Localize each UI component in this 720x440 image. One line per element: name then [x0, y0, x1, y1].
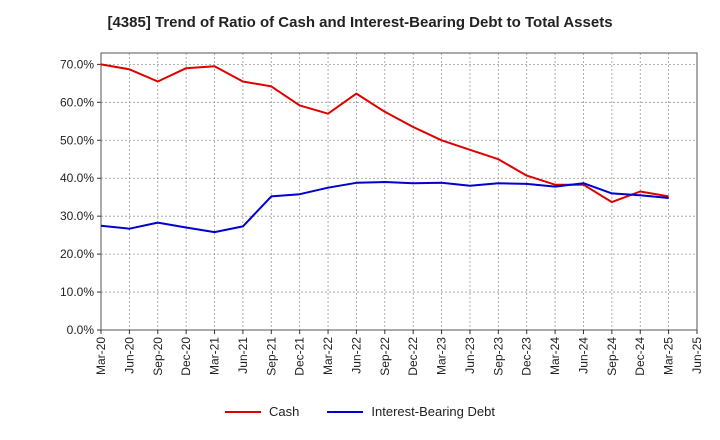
- y-tick-label: 40.0%: [60, 171, 94, 185]
- legend: Cash Interest-Bearing Debt: [0, 404, 720, 419]
- y-tick-label: 10.0%: [60, 285, 94, 299]
- x-tick-label: Mar-24: [548, 337, 562, 375]
- y-tick-label: 20.0%: [60, 247, 94, 261]
- x-tick-label: Jun-24: [576, 337, 590, 374]
- legend-label-cash: Cash: [269, 404, 300, 419]
- legend-item-cash: Cash: [225, 404, 299, 419]
- legend-swatch-cash: [225, 410, 262, 413]
- legend-label-debt: Interest-Bearing Debt: [371, 404, 495, 419]
- x-tick-label: Jun-22: [349, 337, 363, 374]
- x-tick-label: Sep-23: [491, 337, 505, 376]
- y-tick-label: 70.0%: [60, 57, 94, 71]
- chart-title: [4385] Trend of Ratio of Cash and Intere…: [107, 14, 613, 31]
- y-tick-label: 0.0%: [67, 323, 95, 337]
- x-tick-label: Jun-25: [690, 337, 704, 374]
- x-tick-label: Dec-21: [293, 337, 307, 376]
- y-tick-label: 60.0%: [60, 95, 94, 109]
- plot-border: [100, 52, 698, 331]
- y-tick-label: 50.0%: [60, 133, 94, 147]
- x-tick-label: Jun-23: [463, 337, 477, 374]
- x-tick-label: Dec-24: [633, 337, 647, 376]
- legend-swatch-debt: [327, 410, 364, 413]
- plot-area: [101, 53, 697, 330]
- x-tick-label: Mar-20: [94, 337, 108, 375]
- x-tick-label: Sep-22: [378, 337, 392, 376]
- x-tick-label: Sep-20: [151, 337, 165, 376]
- x-tick-label: Mar-21: [208, 337, 222, 375]
- x-tick-label: Sep-24: [605, 337, 619, 376]
- x-tick-label: Mar-25: [662, 337, 676, 375]
- legend-item-debt: Interest-Bearing Debt: [327, 404, 495, 419]
- x-tick-label: Dec-22: [406, 337, 420, 376]
- x-tick-label: Jun-21: [236, 337, 250, 374]
- x-tick-label: Jun-20: [122, 337, 136, 374]
- y-tick-label: 30.0%: [60, 209, 94, 223]
- x-tick-label: Dec-23: [520, 337, 534, 376]
- x-tick-label: Mar-23: [435, 337, 449, 375]
- x-tick-label: Mar-22: [321, 337, 335, 375]
- x-tick-label: Sep-21: [264, 337, 278, 376]
- x-tick-label: Dec-20: [179, 337, 193, 376]
- series-line-debt: [100, 181, 669, 234]
